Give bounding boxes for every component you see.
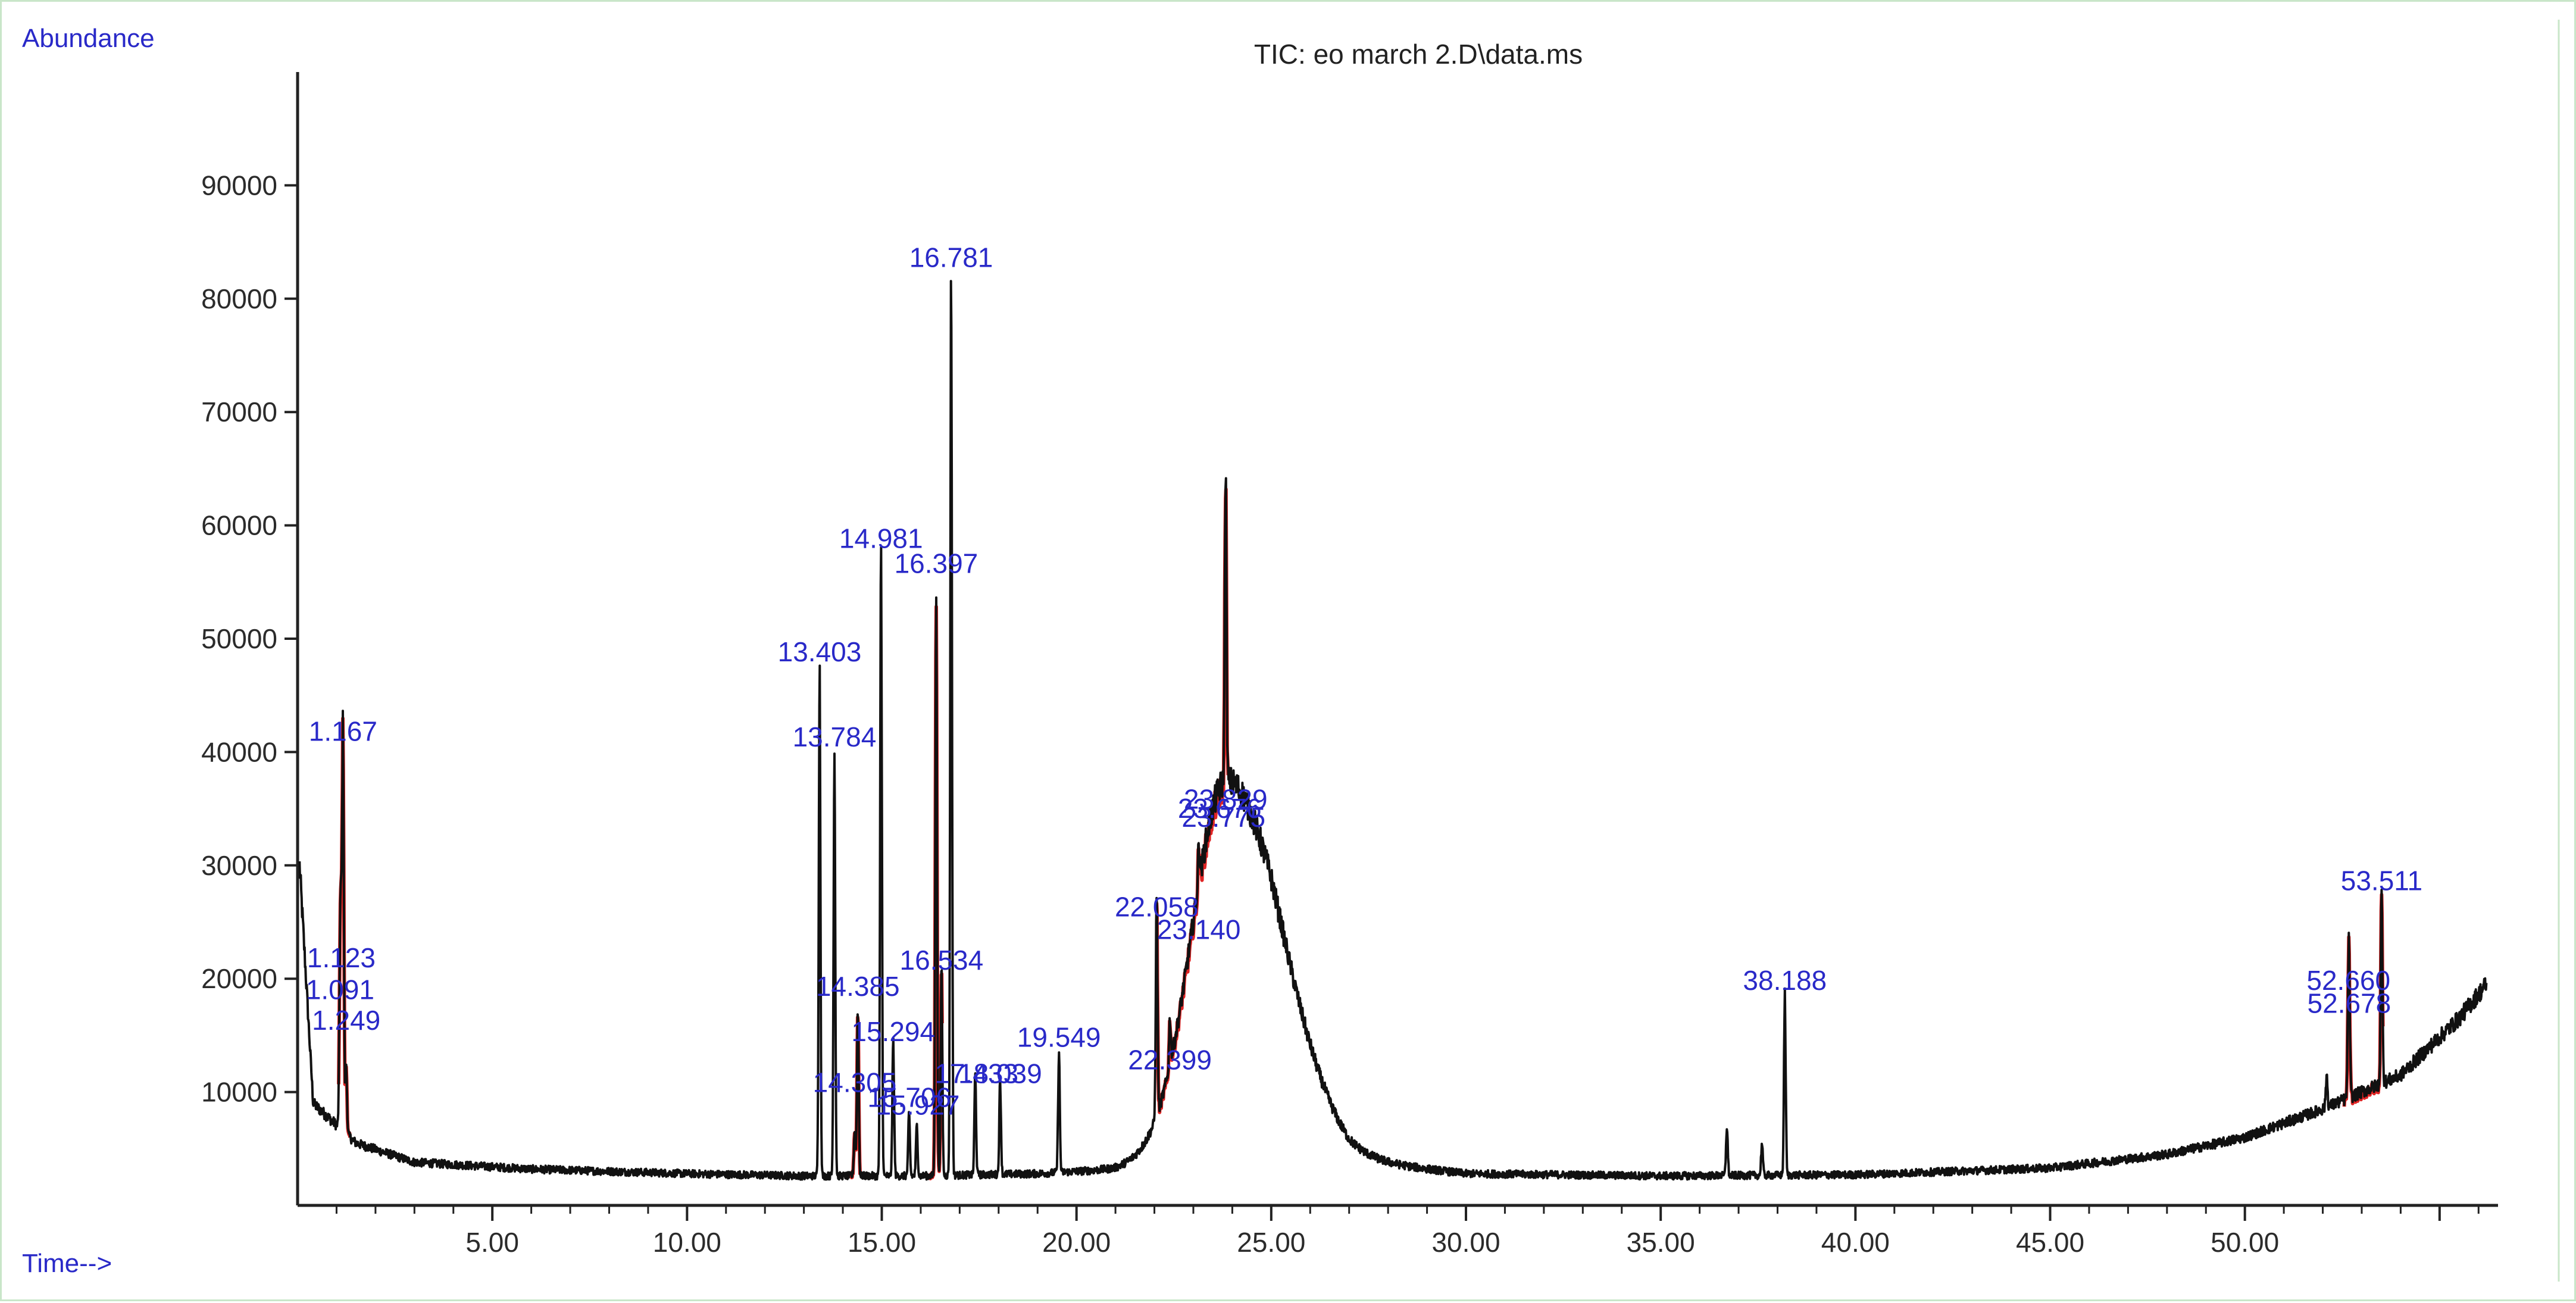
peak-label: 15.927 bbox=[876, 1090, 960, 1121]
peak-label: 16.397 bbox=[895, 548, 978, 579]
peak-label: 1.091 bbox=[306, 974, 374, 1005]
x-tick-label: 15.00 bbox=[848, 1227, 916, 1258]
x-tick-label: 10.00 bbox=[653, 1227, 721, 1258]
x-tick-label: 50.00 bbox=[2211, 1227, 2279, 1258]
integration-trace bbox=[337, 487, 2385, 1180]
peak-label: 13.784 bbox=[793, 721, 877, 752]
y-tick-label: 70000 bbox=[201, 396, 277, 427]
peak-label: 1.167 bbox=[309, 715, 377, 746]
y-tick-label: 30000 bbox=[201, 850, 277, 881]
y-tick-label: 60000 bbox=[201, 510, 277, 541]
y-tick-label: 20000 bbox=[201, 963, 277, 994]
peak-label: 53.511 bbox=[2341, 865, 2422, 896]
peak-label: 19.549 bbox=[1017, 1021, 1101, 1052]
peak-label: 22.058 bbox=[1115, 891, 1199, 922]
x-tick-label: 45.00 bbox=[2016, 1227, 2084, 1258]
y-tick-label: 10000 bbox=[201, 1077, 277, 1108]
peak-label: 23.775 bbox=[1181, 802, 1265, 833]
peak-label: 13.403 bbox=[778, 636, 862, 667]
peak-label: 17.433 bbox=[934, 1058, 1018, 1089]
x-tick-label: 40.00 bbox=[1821, 1227, 1890, 1258]
y-tick-label: 90000 bbox=[201, 170, 277, 201]
peak-label: 23.829 bbox=[1184, 784, 1268, 815]
peak-label: 52.660 bbox=[2306, 965, 2390, 996]
x-axis-label: Time--> bbox=[22, 1249, 112, 1278]
peak-label: 16.781 bbox=[909, 242, 993, 273]
peak-label: 38.188 bbox=[1743, 965, 1827, 996]
chart-title: TIC: eo march 2.D\data.ms bbox=[1254, 39, 1583, 70]
peak-label: 14.981 bbox=[839, 523, 923, 554]
axes bbox=[296, 20, 2560, 1282]
x-ticks: 5.00 10.00 15.00 20.00 25.00 30.00 35.00 40.00 4… bbox=[335, 1205, 2480, 1258]
peak-label: 14.305 bbox=[813, 1067, 897, 1098]
peak-label: 1.123 bbox=[307, 942, 376, 973]
peak-label: 23.140 bbox=[1157, 914, 1241, 945]
peak-label: 22.399 bbox=[1128, 1045, 1212, 1076]
peak-label: 18.039 bbox=[958, 1058, 1042, 1089]
x-tick-label: 25.00 bbox=[1237, 1227, 1305, 1258]
traces bbox=[298, 280, 2488, 1181]
y-ticks: 10000 20000 30000 40000 50000 60000 70000 80000… bbox=[201, 170, 298, 1108]
x-tick-label: 30.00 bbox=[1431, 1227, 1500, 1258]
tic-trace bbox=[298, 280, 2488, 1181]
peak-label: 23.676 bbox=[1178, 793, 1262, 824]
peak-label: 15.294 bbox=[851, 1016, 935, 1047]
y-tick-label: 50000 bbox=[201, 623, 277, 654]
y-tick-label: 40000 bbox=[201, 736, 277, 767]
peak-label: 14.385 bbox=[816, 971, 900, 1002]
x-tick-label: 35.00 bbox=[1627, 1227, 1695, 1258]
peak-label: 15.706 bbox=[867, 1082, 951, 1113]
peak-label: 52.678 bbox=[2308, 988, 2391, 1018]
x-tick-label: 20.00 bbox=[1042, 1227, 1111, 1258]
peak-label: 1.249 bbox=[312, 1005, 380, 1036]
y-axis-label: Abundance bbox=[22, 24, 155, 53]
peak-label: 16.534 bbox=[900, 945, 984, 976]
y-tick-label: 80000 bbox=[201, 283, 277, 314]
x-tick-label: 5.00 bbox=[465, 1227, 519, 1258]
